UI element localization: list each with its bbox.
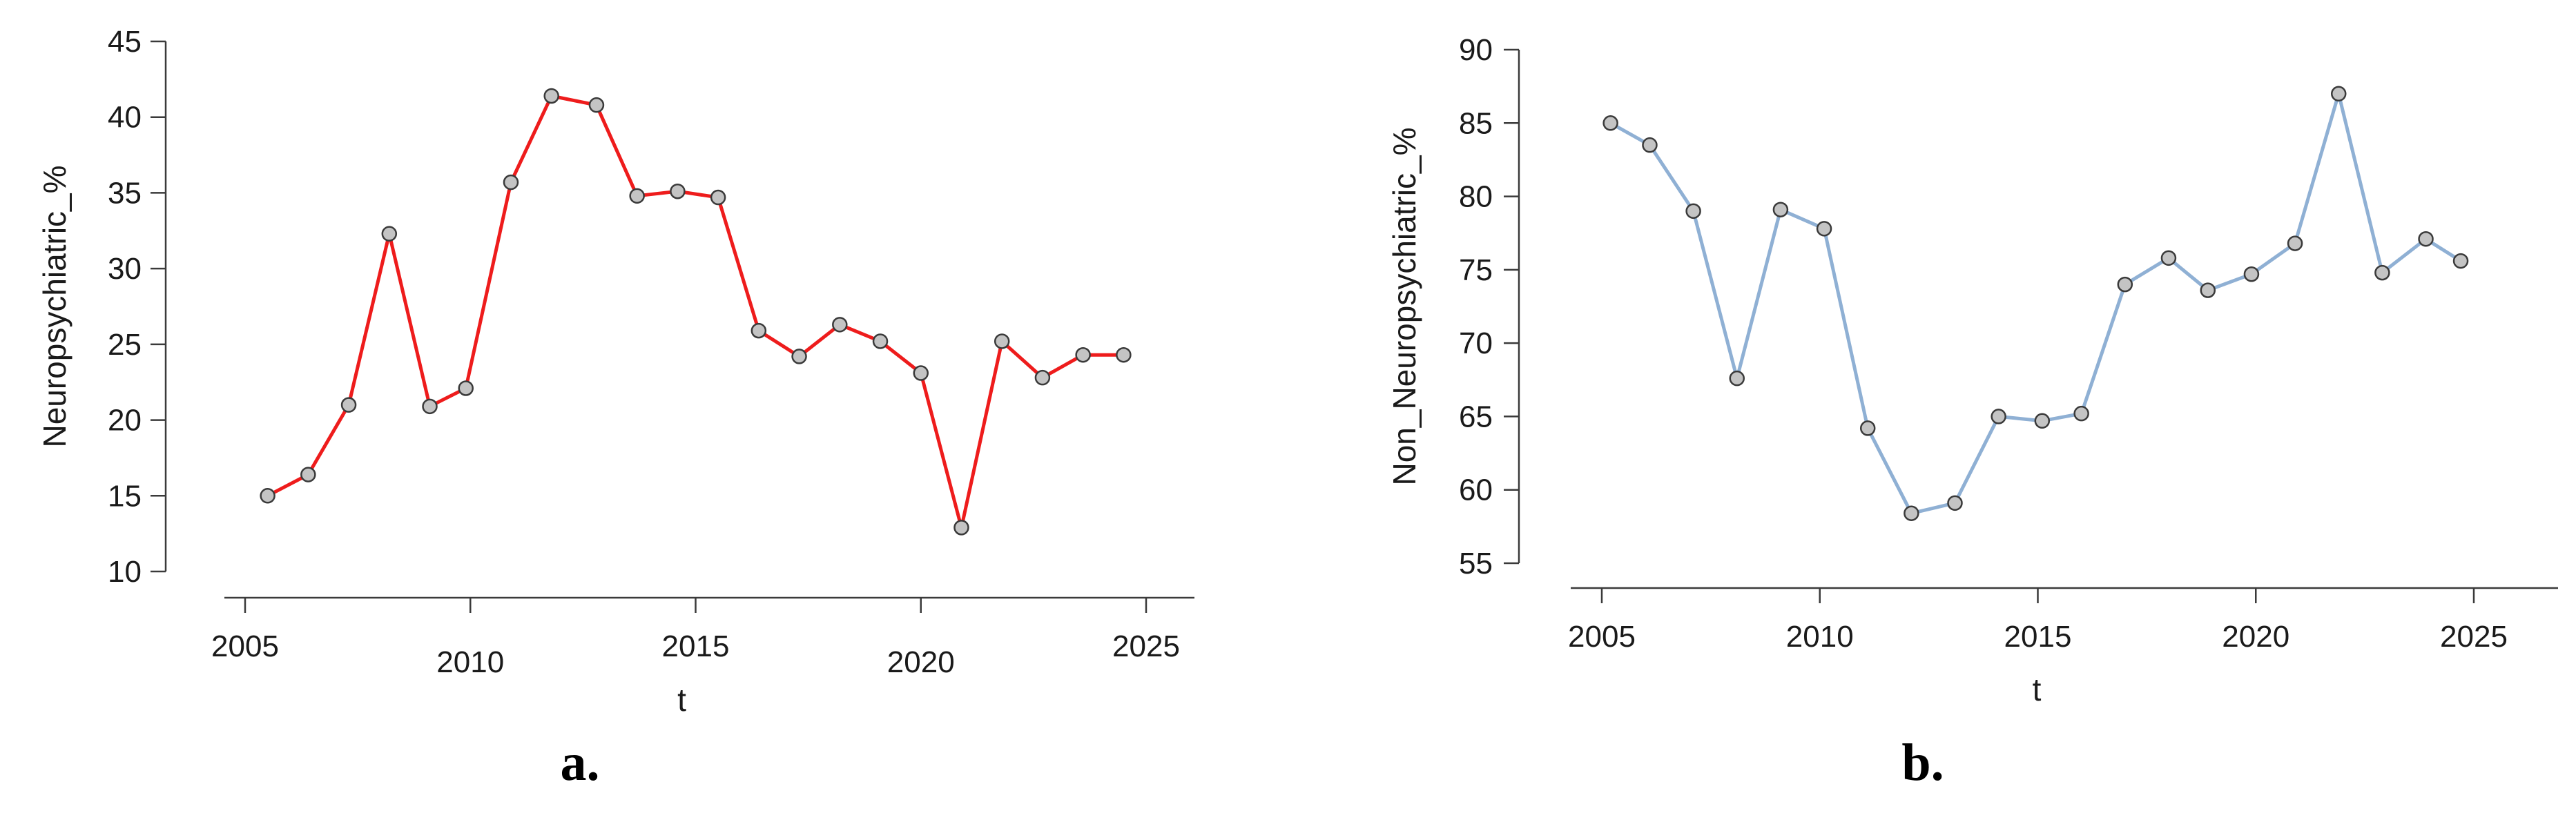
data-point-b (2073, 405, 2089, 422)
y-tick-label-a: 25 (108, 328, 142, 362)
x-tick-label-b: 2020 (2222, 620, 2289, 654)
data-point-a (1075, 346, 1091, 363)
data-point-a (953, 520, 969, 536)
x-axis-title-b: t (2033, 672, 2042, 707)
data-point-b (2160, 250, 2177, 266)
data-point-a (300, 467, 316, 482)
data-point-a (260, 488, 275, 504)
x-tick-label-b: 2025 (2440, 620, 2508, 654)
y-tick-label-b: 75 (1459, 253, 1493, 287)
x-tick-label-a: 2025 (1112, 629, 1180, 663)
data-point-a (670, 183, 686, 199)
data-point-a (458, 380, 474, 396)
y-tick-label-b: 65 (1459, 400, 1493, 433)
x-tick-label-a: 2015 (662, 629, 730, 663)
data-point-a (543, 88, 559, 104)
y-tick-label-a: 10 (108, 555, 142, 589)
y-tick-label-b: 60 (1459, 473, 1493, 507)
data-point-b (2243, 266, 2260, 282)
data-point-a (381, 226, 398, 242)
y-tick-label-a: 20 (108, 404, 142, 438)
data-point-b (2330, 86, 2347, 102)
data-point-a (503, 174, 519, 190)
data-point-b (2287, 235, 2303, 251)
chart-panel-b: 55 60 65 70 75 80 85 90 2005 2010 2015 2020 2025 Non_… (1386, 33, 2558, 792)
y-tick-label-b: 70 (1459, 326, 1493, 360)
y-axis-title-b: Non_Neuropsychiatric_% (1386, 127, 1422, 485)
y-tick-label-b: 55 (1459, 547, 1493, 580)
panel-label-b: b. (1901, 734, 1944, 792)
x-tick-label-a: 2020 (887, 645, 955, 679)
data-point-b (2034, 413, 2051, 429)
data-point-a (629, 188, 645, 204)
y-tick-label-b: 85 (1459, 106, 1493, 140)
data-point-a (340, 397, 357, 413)
y-tick-label-b: 90 (1459, 33, 1493, 67)
y-tick-label-b: 80 (1459, 180, 1493, 214)
data-point-b (1816, 221, 1832, 237)
data-point-b (1729, 370, 1745, 387)
data-point-b (1642, 137, 1658, 153)
data-point-b (2200, 282, 2216, 298)
data-point-a (913, 365, 929, 381)
data-point-b (1602, 115, 1618, 131)
data-point-a (710, 189, 726, 206)
data-point-b (2117, 276, 2133, 293)
data-point-b (1991, 409, 2006, 424)
series-line-a (266, 94, 1125, 529)
data-point-a (422, 398, 438, 415)
data-point-a (872, 333, 889, 349)
data-point-b (1947, 495, 1963, 511)
panel-label-a: a. (561, 734, 600, 792)
data-point-a (791, 349, 807, 364)
data-point-b (2418, 231, 2434, 247)
y-axis-title-a: Neuropsychiatric_% (37, 165, 72, 447)
x-tick-label-a: 2010 (436, 645, 504, 679)
data-point-a (1034, 369, 1051, 386)
series-line-b (1609, 92, 2463, 516)
x-tick-label-a: 2005 (211, 629, 279, 663)
y-tick-label-a: 45 (108, 25, 142, 59)
x-tick-label-b: 2015 (2004, 620, 2072, 654)
y-tick-label-a: 40 (108, 101, 142, 135)
data-point-b (2452, 253, 2469, 269)
x-tick-label-b: 2010 (1786, 620, 1854, 654)
data-point-b (1685, 203, 1701, 219)
data-point-b (1859, 420, 1876, 436)
y-tick-label-a: 15 (108, 479, 142, 513)
y-tick-label-a: 30 (108, 252, 142, 286)
data-point-a (588, 97, 605, 113)
data-point-b (1772, 202, 1789, 217)
data-point-a (994, 333, 1010, 349)
y-tick-label-a: 35 (108, 176, 142, 210)
x-axis-title-a: t (677, 682, 686, 718)
data-point-a (1116, 346, 1132, 363)
data-point-b (2374, 264, 2390, 281)
data-point-a (750, 322, 767, 339)
x-tick-label-b: 2005 (1568, 620, 1636, 654)
data-point-a (832, 317, 848, 333)
data-point-b (1904, 505, 1919, 521)
